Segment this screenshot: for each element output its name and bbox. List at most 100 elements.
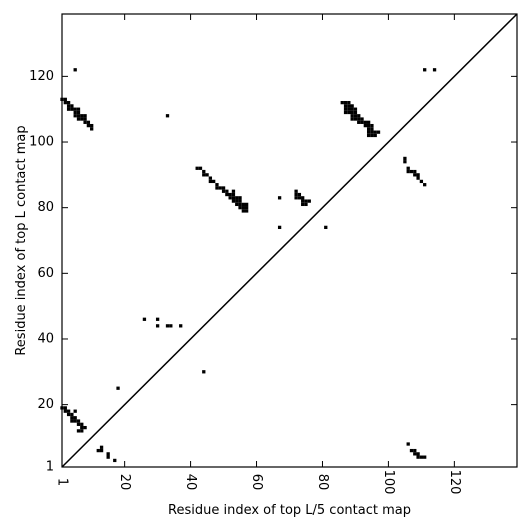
contact-point <box>340 100 344 105</box>
contact-point <box>195 166 199 170</box>
contact-point <box>235 196 239 200</box>
contact-point <box>413 452 417 456</box>
contact-point <box>231 196 236 200</box>
contact-point <box>416 173 420 177</box>
contact-point <box>73 110 77 115</box>
contact-point <box>360 117 364 121</box>
contact-point <box>231 192 236 197</box>
contact-point <box>238 199 242 203</box>
contact-point <box>63 100 67 105</box>
contact-point <box>208 176 213 180</box>
contact-point <box>347 110 351 115</box>
y-tick-label: 1 <box>46 460 54 475</box>
contact-point <box>244 202 249 207</box>
contact-point <box>76 107 81 111</box>
contact-point <box>350 110 354 115</box>
contact-point <box>73 419 77 423</box>
contact-point <box>208 179 213 184</box>
contact-point <box>142 317 147 321</box>
contact-point <box>155 324 160 328</box>
contact-point <box>202 169 206 174</box>
contact-point <box>73 114 77 118</box>
contact-point <box>244 209 249 213</box>
contact-point <box>238 202 242 207</box>
contact-point <box>241 209 245 213</box>
contact-point <box>228 196 232 200</box>
contact-point <box>70 104 74 108</box>
contact-point <box>70 416 74 420</box>
x-tick-label: 20 <box>117 474 132 491</box>
contact-point <box>63 409 67 413</box>
contact-point <box>353 107 358 111</box>
contact-point <box>366 127 371 131</box>
contact-point <box>432 68 437 72</box>
contact-point <box>70 419 74 423</box>
contact-point <box>169 324 173 328</box>
contact-point <box>370 127 374 131</box>
contact-point <box>373 130 377 134</box>
contact-point <box>343 104 348 108</box>
contact-point <box>419 179 424 184</box>
contact-point <box>63 406 67 410</box>
contact-point <box>165 114 170 118</box>
contact-point <box>373 133 377 138</box>
contact-point <box>366 120 371 124</box>
contact-point <box>277 196 282 200</box>
contact-point <box>215 186 219 190</box>
contact-point <box>416 455 420 459</box>
contact-point <box>307 199 311 203</box>
contact-point <box>66 107 71 111</box>
contact-point <box>357 120 361 124</box>
x-axis-label: Residue index of top L/5 contact map <box>168 503 411 518</box>
contact-point <box>99 448 104 453</box>
contact-point <box>241 206 245 210</box>
contact-point <box>423 68 427 72</box>
contact-point <box>99 445 104 449</box>
contact-point <box>235 199 239 203</box>
contact-point <box>76 114 81 118</box>
y-tick-label: 20 <box>37 397 54 412</box>
contact-point <box>202 370 206 374</box>
contact-point <box>66 104 71 108</box>
contact-point <box>353 110 358 115</box>
contact-point <box>350 114 354 118</box>
contact-point <box>106 452 110 456</box>
contact-point <box>376 130 381 134</box>
contact-point <box>416 452 420 456</box>
points-layer <box>60 68 437 463</box>
contact-point <box>205 173 209 177</box>
contact-point <box>86 120 91 124</box>
contact-point <box>106 455 110 459</box>
contact-point <box>63 97 67 101</box>
contact-point <box>83 114 87 118</box>
contact-point <box>301 199 305 203</box>
contact-point <box>304 199 308 203</box>
contact-point <box>347 100 351 105</box>
contact-point <box>304 202 308 207</box>
contact-point <box>73 107 77 111</box>
contact-point <box>350 107 354 111</box>
contact-point <box>301 202 305 207</box>
contact-point <box>353 117 358 121</box>
contact-point <box>76 110 81 115</box>
contact-point <box>215 183 219 187</box>
contact-point <box>347 104 351 108</box>
contact-point <box>350 104 354 108</box>
x-tick-label: 120 <box>447 470 462 495</box>
contact-point <box>83 120 87 124</box>
contact-point <box>406 442 410 446</box>
x-tick-label: 80 <box>315 474 330 491</box>
contact-point <box>179 324 183 328</box>
contact-point <box>221 189 226 193</box>
contact-point <box>80 429 84 433</box>
contact-point <box>419 455 424 459</box>
contact-point <box>212 179 216 184</box>
contact-point <box>297 192 302 197</box>
contact-point <box>294 192 298 197</box>
contact-point <box>86 123 91 128</box>
contact-point <box>413 169 417 174</box>
contact-point <box>96 448 100 453</box>
contact-point <box>406 166 410 170</box>
contact-point <box>80 425 84 430</box>
